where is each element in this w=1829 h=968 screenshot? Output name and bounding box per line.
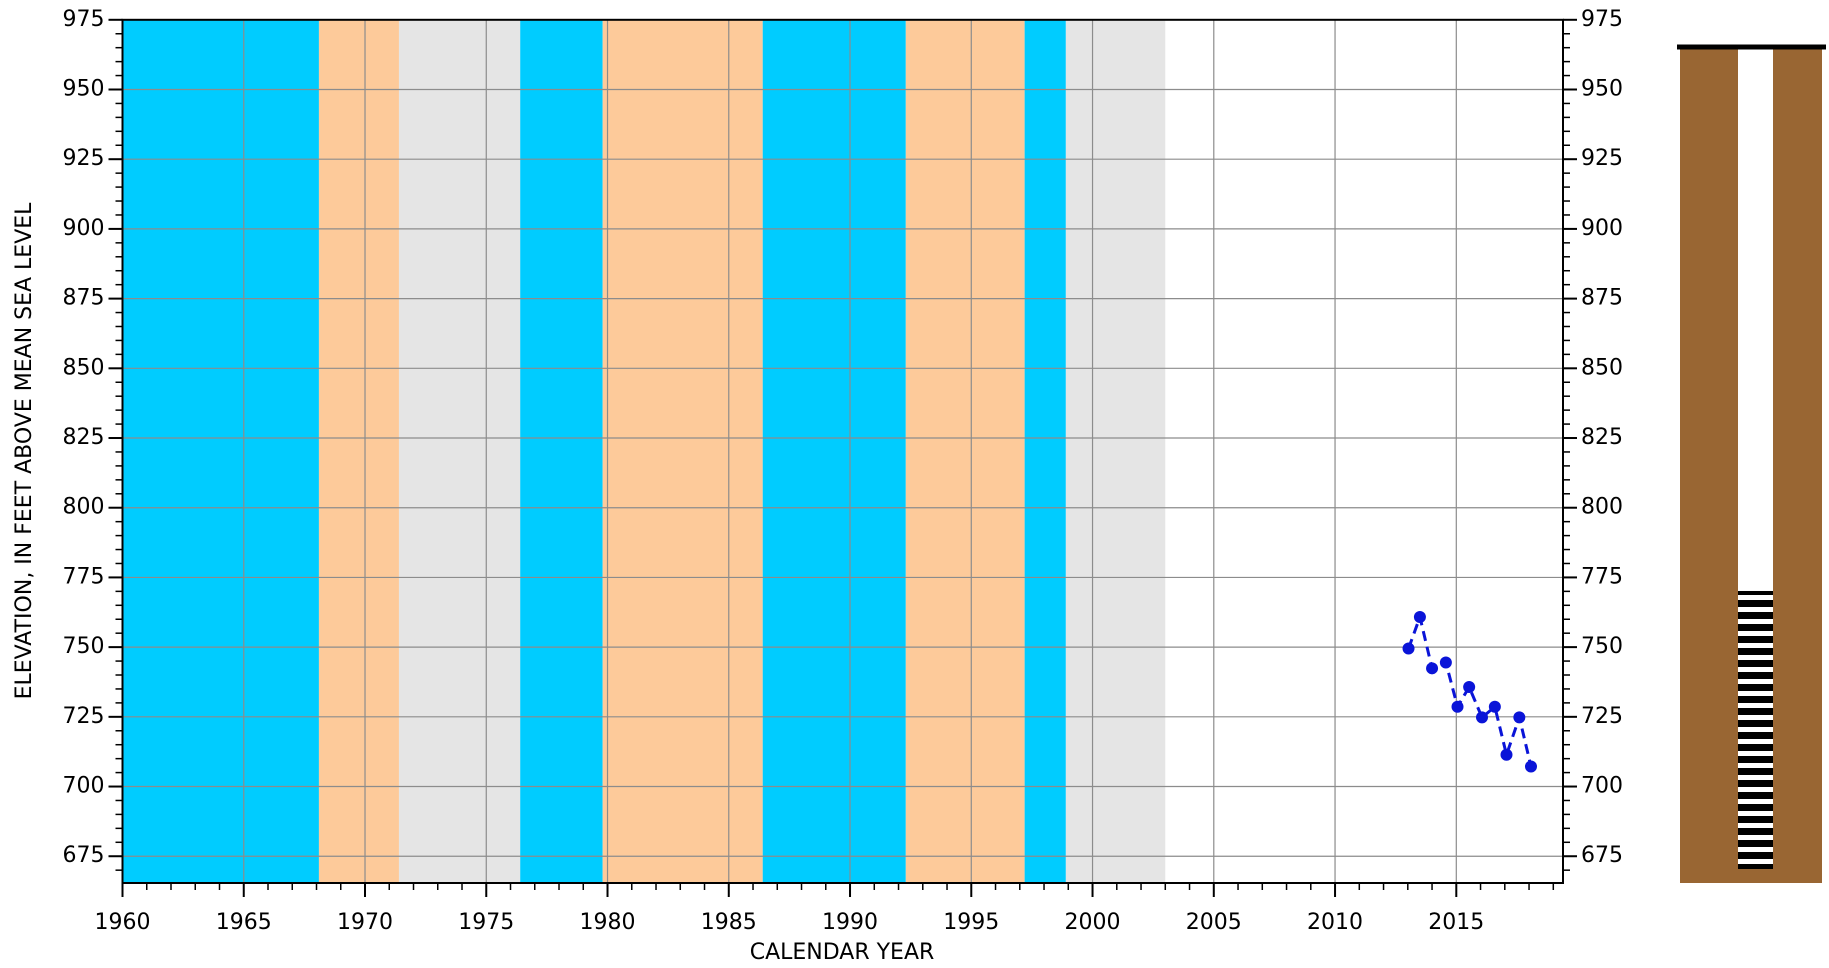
x-tick-label: 1985 — [701, 910, 757, 935]
y2-tick-label: 775 — [1581, 564, 1623, 589]
data-point — [1402, 642, 1415, 655]
y2-tick-label: 825 — [1581, 425, 1623, 450]
data-point — [1524, 760, 1537, 773]
x-tick-label: 2015 — [1428, 910, 1484, 935]
y2-tick-label: 700 — [1581, 774, 1623, 799]
y-tick-label: 950 — [63, 77, 105, 102]
y2-tick-label: 675 — [1581, 843, 1623, 868]
y2-tick-label: 950 — [1581, 77, 1623, 102]
grid: 675 700 725 750 775 800 825 850 875 900 925 950 975 6… — [63, 7, 1624, 935]
well-diagram — [1677, 44, 1826, 883]
x-tick-label: 1975 — [458, 910, 514, 935]
x-tick-label: 2000 — [1065, 910, 1121, 935]
x-tick-label: 1980 — [580, 910, 636, 935]
band — [602, 19, 763, 884]
y2-tick-label: 875 — [1581, 286, 1623, 311]
y-tick-label: 975 — [63, 7, 105, 32]
x-tick-label: 1990 — [822, 910, 878, 935]
data-point — [1500, 748, 1513, 761]
marks — [1402, 611, 1537, 773]
data-point — [1513, 711, 1526, 724]
y2-tick-label: 900 — [1581, 216, 1623, 241]
x-tick-label: 1965 — [216, 910, 272, 935]
bands — [122, 19, 1166, 884]
data-point — [1439, 656, 1452, 669]
y-tick-label: 800 — [63, 495, 105, 520]
y-tick-label: 875 — [63, 286, 105, 311]
y-axis-label: ELEVATION, IN FEET ABOVE MEAN SEA LEVEL — [12, 202, 37, 700]
y-tick-label: 675 — [63, 843, 105, 868]
band — [520, 19, 603, 884]
data-point — [1488, 700, 1501, 713]
data-point — [1413, 611, 1426, 624]
y2-tick-label: 750 — [1581, 634, 1623, 659]
x-tick-label: 1995 — [943, 910, 999, 935]
y2-tick-label: 800 — [1581, 495, 1623, 520]
x-tick-label: 2010 — [1307, 910, 1363, 935]
band — [318, 19, 399, 884]
y-tick-label: 750 — [63, 634, 105, 659]
data-point — [1463, 680, 1476, 693]
band — [122, 19, 319, 884]
data-point — [1476, 711, 1489, 724]
band — [1024, 19, 1066, 884]
y2-tick-label: 725 — [1581, 704, 1623, 729]
y2-tick-label: 850 — [1581, 355, 1623, 380]
band — [398, 19, 521, 884]
well-screen — [1738, 591, 1773, 869]
x-axis-label: CALENDAR YEAR — [750, 940, 935, 965]
band — [1065, 19, 1166, 884]
series-line — [1407, 611, 1533, 767]
x-tick-label: 1970 — [337, 910, 393, 935]
y-tick-label: 725 — [63, 704, 105, 729]
plot-frame — [121, 18, 1564, 885]
data-point — [1426, 662, 1439, 675]
y-tick-label: 850 — [63, 355, 105, 380]
y-tick-label: 700 — [63, 774, 105, 799]
y2-tick-label: 975 — [1581, 7, 1623, 32]
y2-tick-label: 925 — [1581, 146, 1623, 171]
y-tick-label: 825 — [63, 425, 105, 450]
y-tick-label: 925 — [63, 146, 105, 171]
y-tick-label: 775 — [63, 564, 105, 589]
band — [762, 19, 906, 884]
band — [905, 19, 1025, 884]
x-tick-label: 1960 — [95, 910, 151, 935]
x-tick-label: 2005 — [1186, 910, 1242, 935]
data-point — [1451, 700, 1464, 713]
y-tick-label: 900 — [63, 216, 105, 241]
